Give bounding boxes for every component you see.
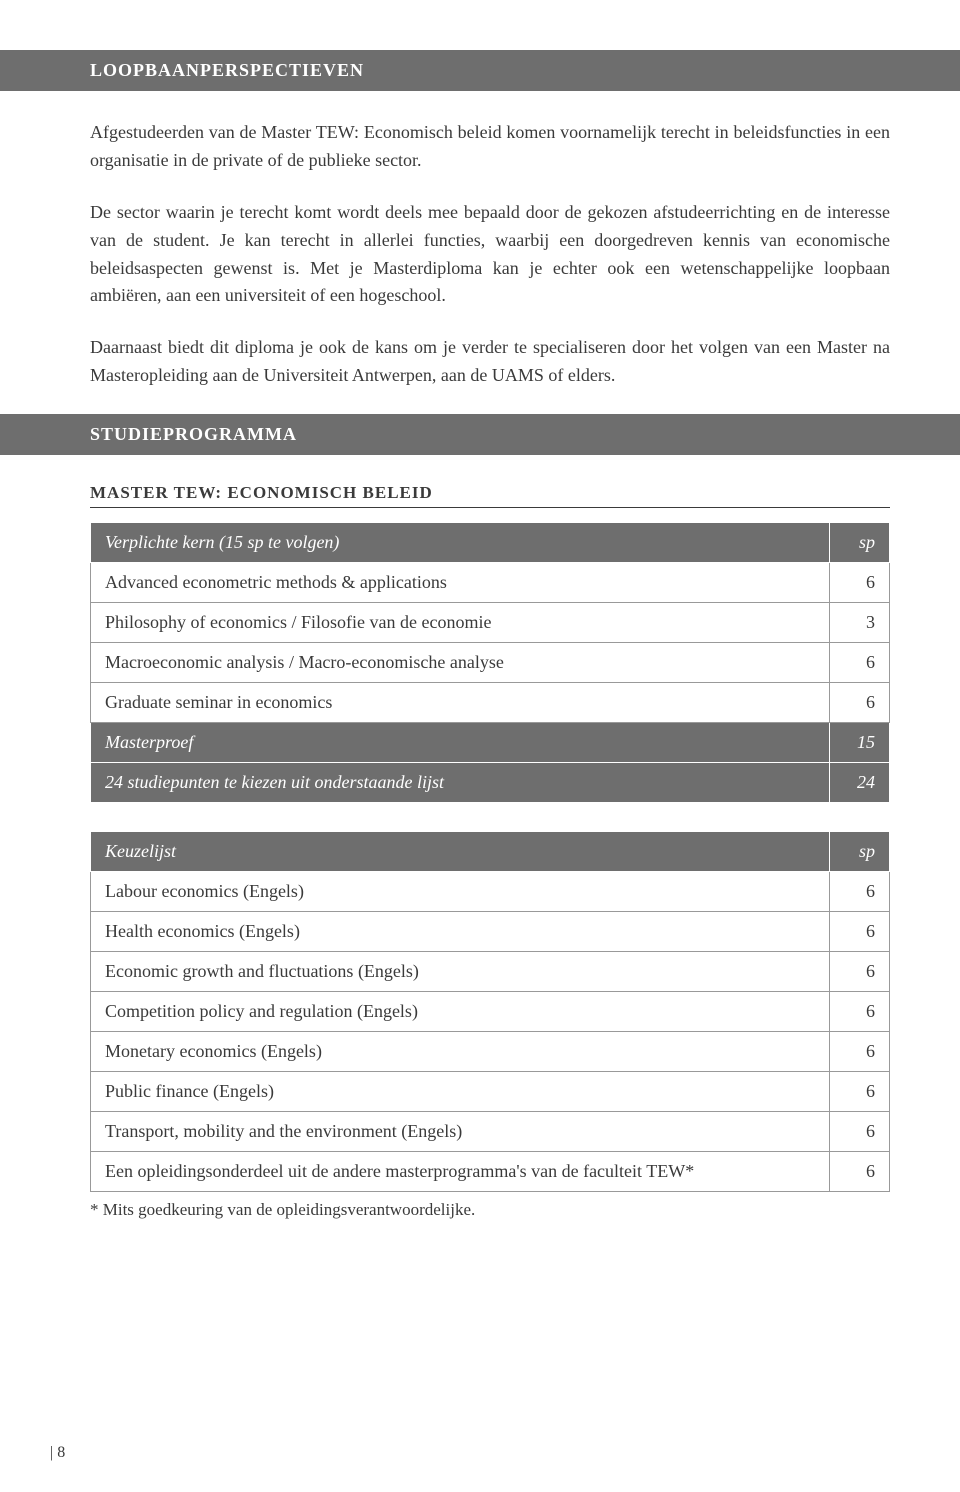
table-cell-label: Masterproef: [91, 723, 830, 763]
table-cell-sp: 15: [830, 723, 890, 763]
subheading-master-tew: MASTER TEW: ECONOMISCH BELEID: [90, 483, 890, 508]
paragraph-3: Daarnaast biedt dit diploma je ook de ka…: [90, 334, 890, 390]
table-cell-label: Transport, mobility and the environment …: [91, 1112, 830, 1152]
table-cell-sp: 6: [830, 1112, 890, 1152]
table-cell-label: Macroeconomic analysis / Macro-economisc…: [91, 643, 830, 683]
table-header-row: Keuzelijst sp: [91, 832, 890, 872]
table-header-sp: sp: [830, 832, 890, 872]
table-row: Transport, mobility and the environment …: [91, 1112, 890, 1152]
table-cell-sp: 24: [830, 763, 890, 803]
table-footer-row: 24 studiepunten te kiezen uit onderstaan…: [91, 763, 890, 803]
table-cell-label: Graduate seminar in economics: [91, 683, 830, 723]
table-cell-sp: 6: [830, 872, 890, 912]
table-cell-label: 24 studiepunten te kiezen uit onderstaan…: [91, 763, 830, 803]
table-header-label: Verplichte kern (15 sp te volgen): [91, 523, 830, 563]
table-verplichte-kern: Verplichte kern (15 sp te volgen) sp Adv…: [90, 522, 890, 803]
table-cell-label: Labour economics (Engels): [91, 872, 830, 912]
page-number: | 8: [50, 1444, 65, 1462]
table-cell-label: Public finance (Engels): [91, 1072, 830, 1112]
table-cell-sp: 6: [830, 1152, 890, 1192]
table-row: Monetary economics (Engels) 6: [91, 1032, 890, 1072]
section-title-studieprogramma: STUDIEPROGRAMMA: [0, 414, 960, 455]
paragraph-1: Afgestudeerden van de Master TEW: Econom…: [90, 119, 890, 175]
table-row: Philosophy of economics / Filosofie van …: [91, 603, 890, 643]
table-cell-label: Monetary economics (Engels): [91, 1032, 830, 1072]
table-row: Macroeconomic analysis / Macro-economisc…: [91, 643, 890, 683]
table-row: Een opleidingsonderdeel uit de andere ma…: [91, 1152, 890, 1192]
table-footer-row: Masterproef 15: [91, 723, 890, 763]
table-row: Health economics (Engels) 6: [91, 912, 890, 952]
table-cell-label: Competition policy and regulation (Engel…: [91, 992, 830, 1032]
table-cell-sp: 6: [830, 563, 890, 603]
table-cell-sp: 6: [830, 1032, 890, 1072]
table-row: Advanced econometric methods & applicati…: [91, 563, 890, 603]
table-cell-sp: 6: [830, 643, 890, 683]
table-row: Economic growth and fluctuations (Engels…: [91, 952, 890, 992]
table-cell-sp: 6: [830, 683, 890, 723]
table-keuzelijst: Keuzelijst sp Labour economics (Engels) …: [90, 831, 890, 1192]
table-cell-sp: 3: [830, 603, 890, 643]
table-row: Competition policy and regulation (Engel…: [91, 992, 890, 1032]
table-cell-sp: 6: [830, 992, 890, 1032]
table-row: Labour economics (Engels) 6: [91, 872, 890, 912]
table-cell-sp: 6: [830, 912, 890, 952]
section-title-loopbaan: LOOPBAANPERSPECTIEVEN: [0, 50, 960, 91]
table-cell-label: Economic growth and fluctuations (Engels…: [91, 952, 830, 992]
footnote: * Mits goedkeuring van de opleidingsvera…: [90, 1200, 890, 1220]
table-cell-label: Philosophy of economics / Filosofie van …: [91, 603, 830, 643]
table-cell-label: Health economics (Engels): [91, 912, 830, 952]
table-cell-label: Een opleidingsonderdeel uit de andere ma…: [91, 1152, 830, 1192]
table-cell-label: Advanced econometric methods & applicati…: [91, 563, 830, 603]
table-cell-sp: 6: [830, 1072, 890, 1112]
table-header-sp: sp: [830, 523, 890, 563]
table-row: Graduate seminar in economics 6: [91, 683, 890, 723]
paragraph-2: De sector waarin je terecht komt wordt d…: [90, 199, 890, 311]
table-cell-sp: 6: [830, 952, 890, 992]
table-row: Public finance (Engels) 6: [91, 1072, 890, 1112]
table-header-row: Verplichte kern (15 sp te volgen) sp: [91, 523, 890, 563]
table-header-label: Keuzelijst: [91, 832, 830, 872]
